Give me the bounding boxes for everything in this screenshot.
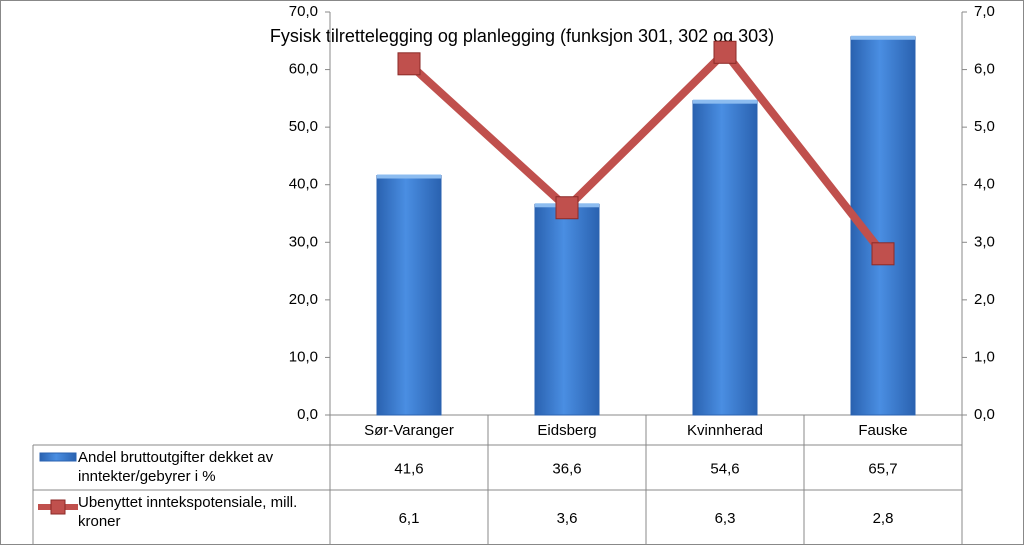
y-tick-label: 60,0 xyxy=(289,61,318,78)
x-tick-label: Kvinnherad xyxy=(687,422,763,439)
legend-label-box: Andel bruttoutgifter dekket av inntekter… xyxy=(78,449,274,485)
bar-top xyxy=(693,99,757,104)
x-tick-label: Fauske xyxy=(858,422,907,439)
y-tick-label: 70,0 xyxy=(289,3,318,20)
table-value: 54,6 xyxy=(710,460,739,477)
legend-label: Andel bruttoutgifter dekket av inntekter… xyxy=(78,449,274,485)
marker xyxy=(871,242,895,266)
bar-top xyxy=(377,174,441,179)
y2-tick-label: 7,0 xyxy=(974,3,995,20)
x-tick-label: Eidsberg xyxy=(537,422,596,439)
y2-tick-label: 2,0 xyxy=(974,291,995,308)
y-tick-label: 40,0 xyxy=(289,176,318,193)
legend-label: Ubenyttet inntekspotensiale, mill. krone… xyxy=(78,494,298,530)
y2-tick-label: 6,0 xyxy=(974,61,995,78)
legend-key xyxy=(50,499,66,515)
chart-title: Fysisk tilrettelegging og planlegging (f… xyxy=(270,26,774,46)
bar xyxy=(534,203,600,416)
bar xyxy=(692,100,758,416)
y-tick-label: 10,0 xyxy=(289,348,318,365)
bar-top xyxy=(851,35,915,40)
table-value: 2,8 xyxy=(873,510,894,527)
y2-tick-label: 5,0 xyxy=(974,118,995,135)
marker xyxy=(555,196,579,220)
y2-tick-label: 3,0 xyxy=(974,233,995,250)
marker xyxy=(397,52,421,76)
legend-key xyxy=(39,452,77,462)
table-value: 36,6 xyxy=(552,460,581,477)
y-tick-label: 30,0 xyxy=(289,233,318,250)
y-tick-label: 0,0 xyxy=(297,406,318,423)
y2-tick-label: 0,0 xyxy=(974,406,995,423)
table-value: 6,3 xyxy=(715,510,736,527)
y-tick-label: 50,0 xyxy=(289,118,318,135)
table-value: 65,7 xyxy=(868,460,897,477)
y2-tick-label: 4,0 xyxy=(974,176,995,193)
bar xyxy=(376,175,442,416)
y-tick-label: 20,0 xyxy=(289,291,318,308)
table-value: 41,6 xyxy=(394,460,423,477)
x-tick-label: Sør-Varanger xyxy=(364,422,454,439)
y2-tick-label: 1,0 xyxy=(974,348,995,365)
legend-label-box: Ubenyttet inntekspotensiale, mill. krone… xyxy=(78,494,298,530)
table-value: 6,1 xyxy=(399,510,420,527)
marker xyxy=(713,40,737,64)
line xyxy=(406,46,887,257)
table-value: 3,6 xyxy=(557,510,578,527)
